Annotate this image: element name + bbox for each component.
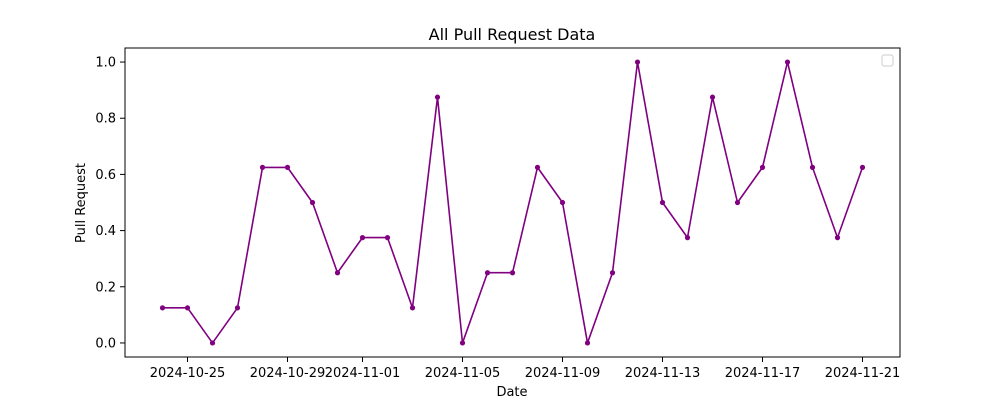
- data-point: [834, 235, 841, 241]
- x-tick-label: 2024-10-25: [150, 366, 226, 381]
- y-tick-label: 1.0: [95, 56, 116, 71]
- data-point: [784, 59, 791, 65]
- x-tick-label: 2024-11-01: [325, 366, 401, 381]
- data-point: [759, 164, 766, 170]
- data-point: [609, 270, 616, 276]
- data-point: [709, 94, 716, 100]
- data-point: [159, 305, 166, 311]
- plot-series: [159, 59, 866, 346]
- data-point: [384, 235, 391, 241]
- data-point: [234, 305, 241, 311]
- data-point: [209, 340, 216, 346]
- data-point: [859, 164, 866, 170]
- data-point: [659, 199, 666, 206]
- data-point: [484, 270, 491, 276]
- legend-box: [881, 54, 894, 67]
- y-tick-label: 0.0: [95, 336, 116, 351]
- axis-ticks: 2024-10-25 2024-10-29 2024-11-01 2024-11-05…: [95, 56, 900, 381]
- series-line: [162, 61, 864, 344]
- x-tick-label: 2024-11-13: [625, 366, 701, 381]
- x-axis-label: Date: [496, 385, 527, 400]
- data-point: [734, 199, 741, 206]
- chart-title: All Pull Request Data: [429, 25, 596, 44]
- x-tick-label: 2024-11-05: [425, 366, 501, 381]
- data-point: [459, 340, 466, 346]
- data-point: [409, 305, 416, 311]
- data-point: [184, 305, 191, 311]
- data-point: [334, 270, 341, 276]
- data-point: [259, 164, 266, 170]
- x-tick-label: 2024-11-21: [825, 366, 901, 381]
- x-tick-label: 2024-11-17: [725, 366, 801, 381]
- y-tick-label: 0.8: [95, 112, 116, 127]
- data-point: [559, 199, 566, 206]
- data-point: [309, 199, 316, 206]
- data-point: [509, 270, 516, 276]
- data-point: [359, 235, 366, 241]
- data-point: [284, 164, 291, 170]
- data-point: [584, 340, 591, 346]
- data-point: [809, 164, 816, 170]
- data-point: [634, 59, 641, 65]
- y-tick-label: 0.4: [95, 224, 116, 239]
- y-tick-label: 0.2: [95, 280, 116, 295]
- data-point: [434, 94, 441, 100]
- x-tick-label: 2024-10-29: [250, 366, 326, 381]
- y-tick-label: 0.6: [95, 168, 116, 183]
- x-tick-label: 2024-11-09: [525, 366, 601, 381]
- y-axis-label: Pull Request: [74, 163, 89, 243]
- plot-frame: [124, 47, 901, 358]
- data-point: [534, 164, 541, 170]
- data-point: [684, 235, 691, 241]
